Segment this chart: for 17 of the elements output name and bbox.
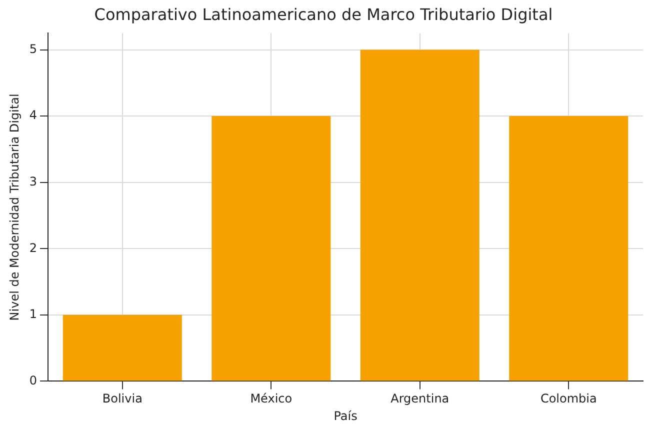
y-tick-label: 5: [29, 42, 38, 56]
x-tick-label: Colombia: [540, 392, 597, 406]
bar: [360, 50, 480, 381]
x-tick-label: Bolivia: [102, 392, 142, 406]
y-tick-label: 1: [29, 307, 38, 322]
bar: [509, 116, 628, 381]
y-tick-label: 3: [29, 174, 38, 188]
chart-title: Comparativo Latinoamericano de Marco Tributario Digital: [94, 4, 553, 24]
x-tick-label: Argentina: [390, 392, 450, 406]
y-tick-label: 0: [29, 373, 38, 388]
bar: [212, 116, 331, 381]
y-tick-label: 4: [29, 108, 38, 122]
bar: [62, 314, 182, 381]
x-tick-label: México: [250, 392, 292, 406]
x-axis-title: País: [334, 408, 358, 423]
y-tick-label: 2: [29, 240, 38, 255]
y-axis-title: Nivel de Modernidad Tributaria Digital: [7, 94, 22, 321]
